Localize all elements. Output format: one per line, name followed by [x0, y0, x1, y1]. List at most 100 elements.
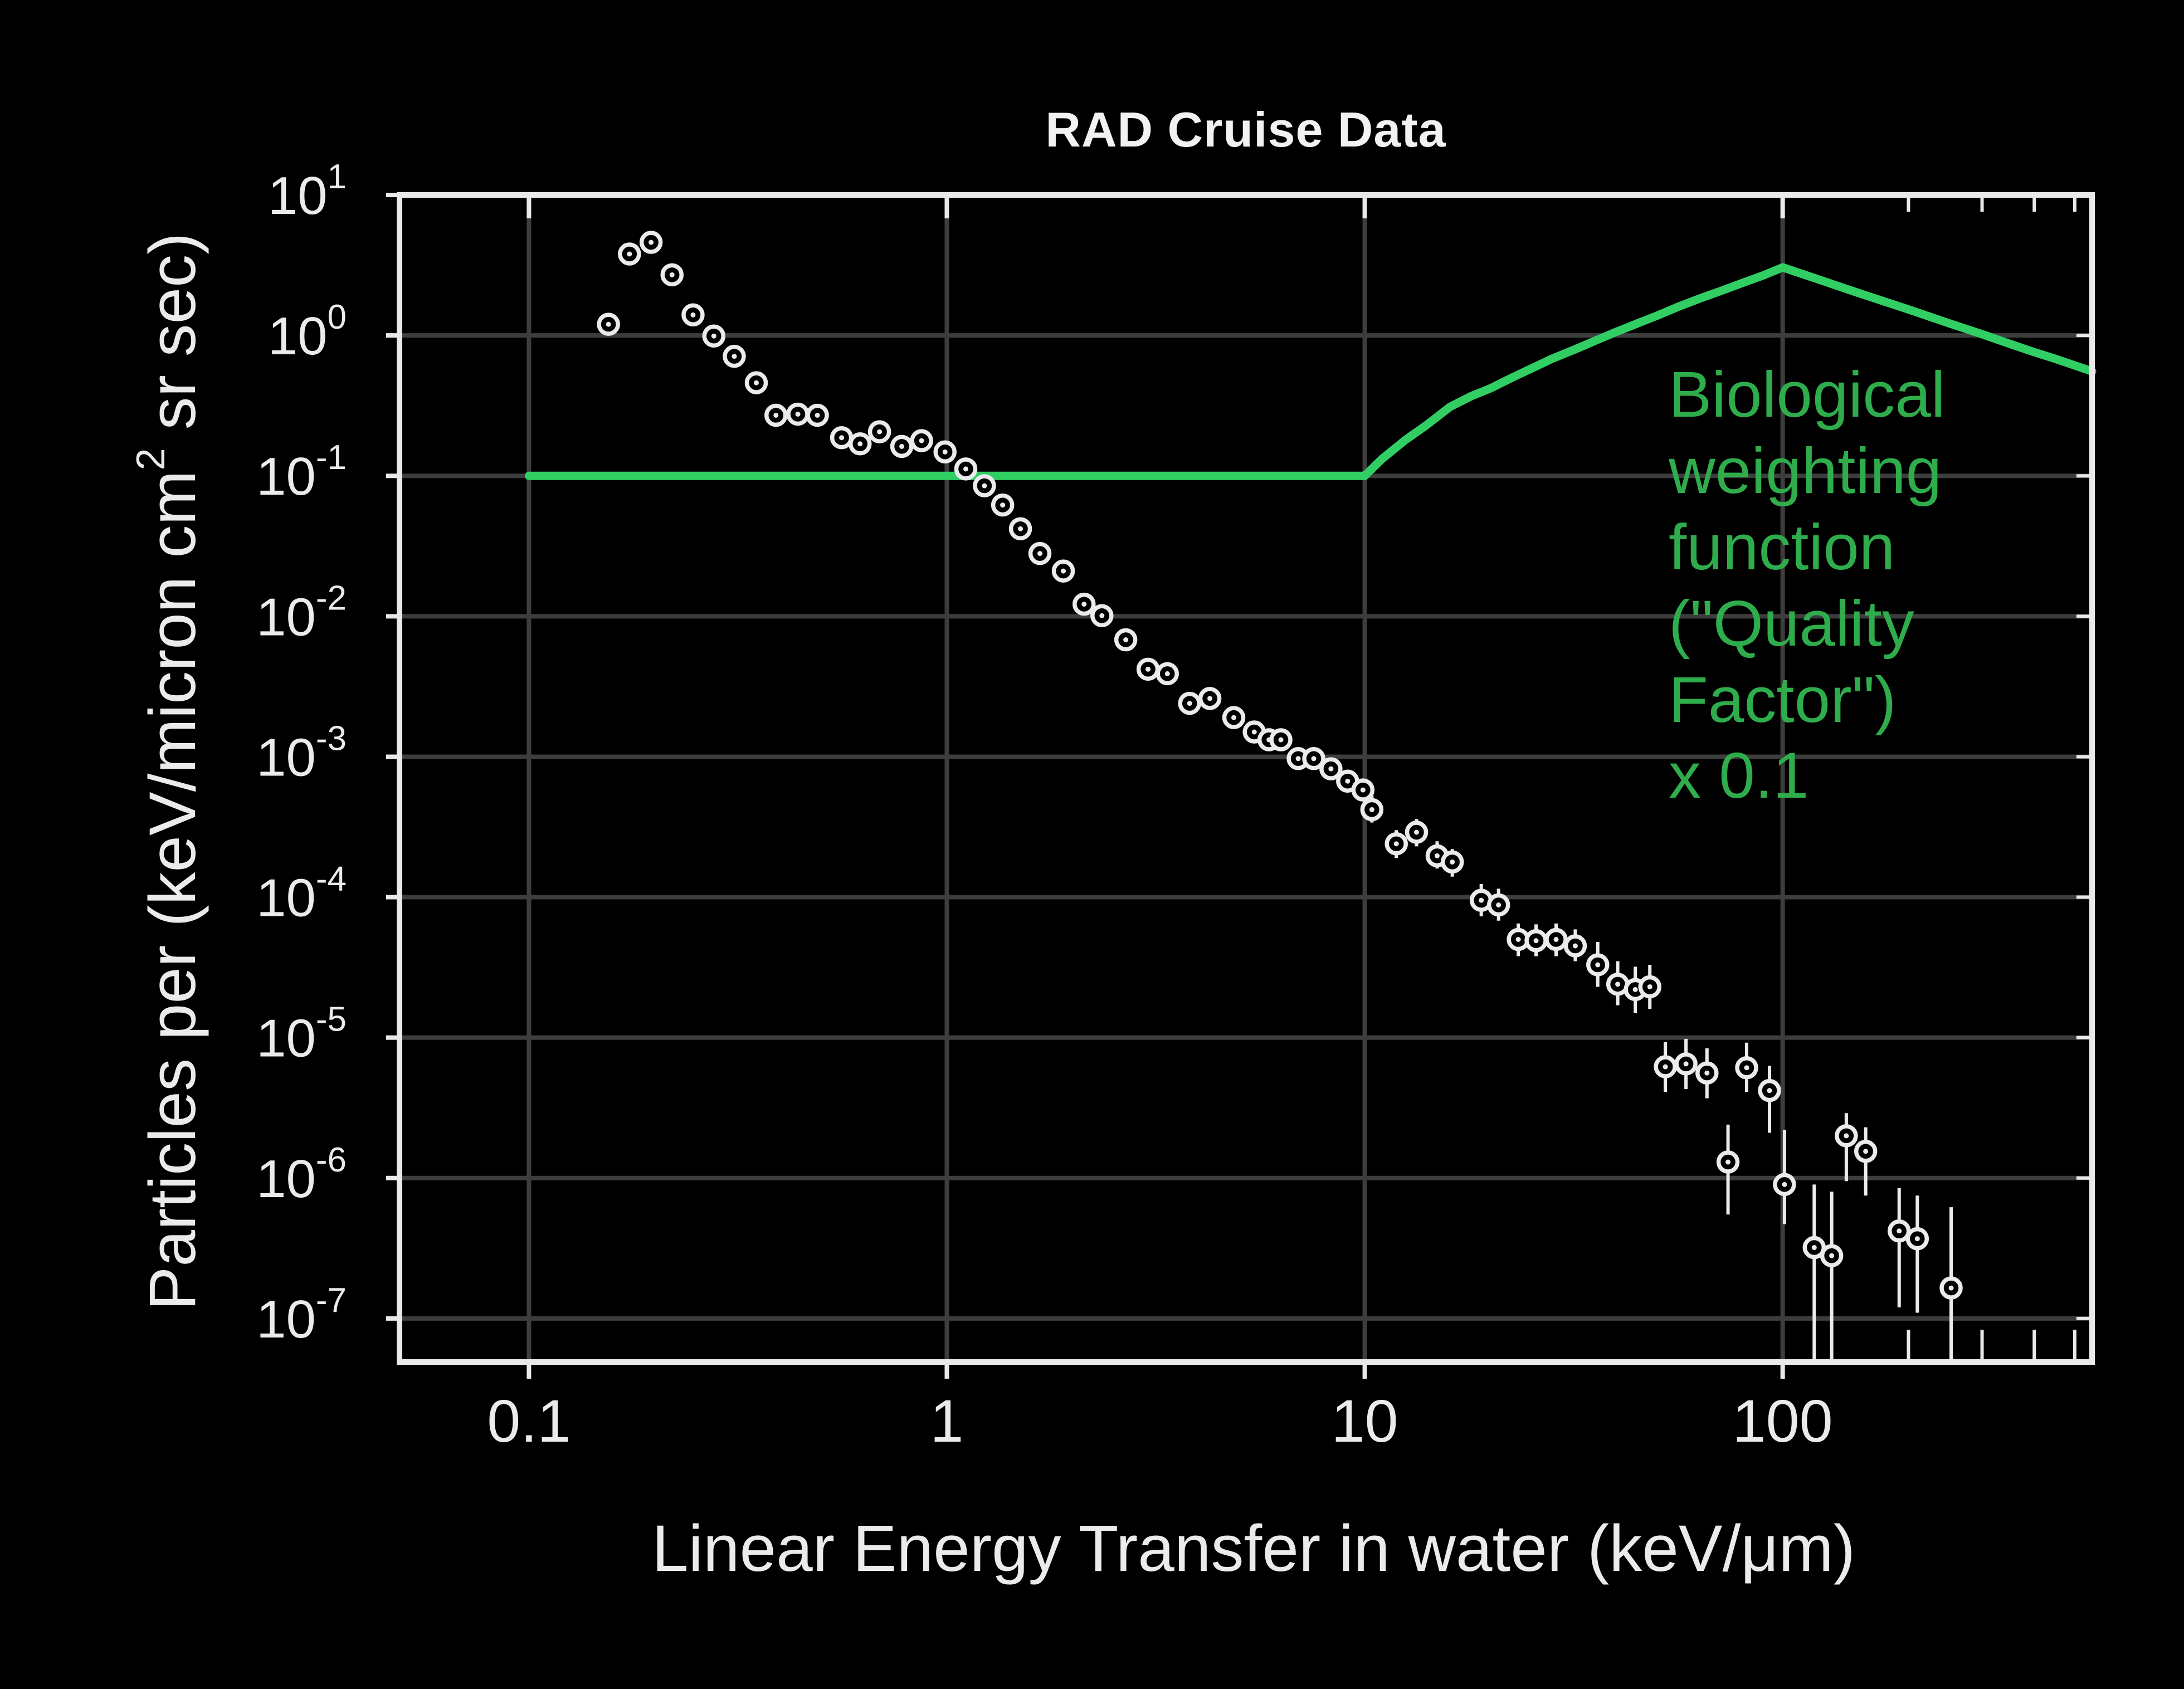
marker-center-dot — [1683, 1061, 1689, 1067]
data-point — [1735, 1056, 1758, 1080]
marker-center-dot — [1099, 613, 1105, 618]
data-point — [890, 435, 914, 458]
marker-center-dot — [1479, 897, 1484, 903]
tick-marks — [386, 193, 2092, 1379]
y-tick-exponent: -6 — [316, 1141, 347, 1179]
marker-center-dot — [1187, 701, 1192, 706]
marker-center-dot — [899, 443, 905, 449]
marker-center-dot — [1037, 551, 1043, 557]
y-axis-title-superscript: 2 — [129, 448, 173, 471]
y-axis-title-text: Particles per (keV/micron cm — [136, 470, 209, 1311]
marker-center-dot — [649, 240, 654, 245]
data-point — [1835, 1124, 1858, 1148]
marker-center-dot — [1632, 987, 1638, 992]
marker-center-dot — [1595, 962, 1601, 968]
data-point — [1440, 850, 1464, 874]
marker-center-dot — [1393, 841, 1399, 847]
data-point — [1136, 657, 1160, 681]
data-point — [867, 420, 891, 443]
data-point — [973, 474, 996, 497]
marker-center-dot — [1328, 766, 1334, 772]
data-point — [1716, 1150, 1740, 1174]
marker-center-dot — [1081, 602, 1087, 607]
marker-center-dot — [1450, 859, 1455, 865]
data-point — [1302, 747, 1325, 770]
marker-center-dot — [982, 483, 987, 489]
data-point — [1524, 929, 1548, 953]
data-point — [1674, 1052, 1698, 1076]
data-point — [910, 429, 933, 452]
data-points — [597, 231, 1963, 1300]
marker-center-dot — [877, 429, 883, 435]
x-tick-label: 0.1 — [487, 1387, 571, 1454]
data-point — [933, 440, 957, 464]
marker-center-dot — [1231, 715, 1237, 720]
data-point — [764, 403, 788, 427]
data-point — [786, 402, 810, 426]
data-point — [1008, 517, 1032, 540]
plot-border — [397, 192, 2095, 1365]
y-tick-label: 10-2 — [256, 579, 347, 647]
data-point — [806, 403, 829, 427]
data-point — [954, 457, 978, 481]
data-point — [1405, 821, 1429, 844]
y-tick-exponent: 1 — [328, 158, 347, 196]
marker-center-dot — [1553, 936, 1559, 942]
marker-center-dot — [839, 435, 845, 441]
marker-center-dot — [1496, 902, 1502, 908]
marker-center-dot — [1123, 637, 1129, 643]
y-tick-exponent: -5 — [316, 1000, 347, 1039]
marker-center-dot — [1311, 756, 1317, 761]
marker-center-dot — [1863, 1149, 1869, 1154]
x-tick-labels: 0.1 1 10 100 — [487, 1387, 1832, 1454]
y-tick-exponent: 0 — [328, 298, 347, 336]
data-point — [1028, 541, 1052, 565]
data-point — [639, 231, 663, 254]
marker-center-dot — [690, 312, 696, 318]
data-point — [1888, 1219, 1911, 1243]
marker-center-dot — [963, 466, 968, 472]
data-point — [618, 242, 641, 266]
data-point — [1486, 893, 1510, 917]
marker-center-dot — [753, 380, 759, 385]
y-axis-title: Particles per (keV/micron cm2 sr sec) — [128, 0, 212, 1551]
marker-center-dot — [1164, 671, 1170, 676]
data-point — [1905, 1227, 1929, 1251]
marker-center-dot — [1829, 1253, 1835, 1258]
y-axis-title-units: sr sec) — [136, 232, 209, 448]
marker-center-dot — [669, 272, 675, 277]
x-tick-label: 10 — [1331, 1387, 1398, 1454]
marker-center-dot — [1295, 756, 1301, 761]
marker-center-dot — [1647, 984, 1652, 989]
y-tick-exponent: -1 — [316, 438, 347, 477]
data-point — [1695, 1061, 1719, 1085]
data-point — [597, 313, 620, 336]
y-tick-label: 10-4 — [256, 860, 347, 928]
data-point — [1773, 1173, 1796, 1197]
data-point — [1114, 628, 1138, 652]
marker-center-dot — [1725, 1159, 1731, 1165]
marker-center-dot — [857, 441, 863, 447]
marker-center-dot — [1844, 1133, 1849, 1139]
marker-center-dot — [1948, 1285, 1954, 1291]
y-tick-label: 10-3 — [256, 719, 347, 787]
data-point — [1586, 953, 1610, 977]
marker-center-dot — [1207, 696, 1213, 701]
y-tick-label: 10-7 — [256, 1281, 347, 1349]
marker-center-dot — [1413, 829, 1419, 835]
data-point — [702, 324, 726, 348]
data-point — [1269, 728, 1293, 751]
marker-center-dot — [1251, 729, 1257, 735]
data-point — [1939, 1276, 1963, 1300]
marker-center-dot — [1345, 778, 1351, 784]
data-point — [830, 426, 854, 450]
marker-center-dot — [1615, 982, 1621, 987]
data-point — [1654, 1055, 1677, 1078]
data-point — [1384, 832, 1408, 856]
marker-center-dot — [795, 411, 801, 417]
data-point — [1319, 757, 1343, 780]
marker-center-dot — [1914, 1236, 1920, 1242]
x-axis-title: Linear Energy Transfer in water (keV/μm) — [651, 1512, 1855, 1585]
data-point — [660, 263, 684, 287]
